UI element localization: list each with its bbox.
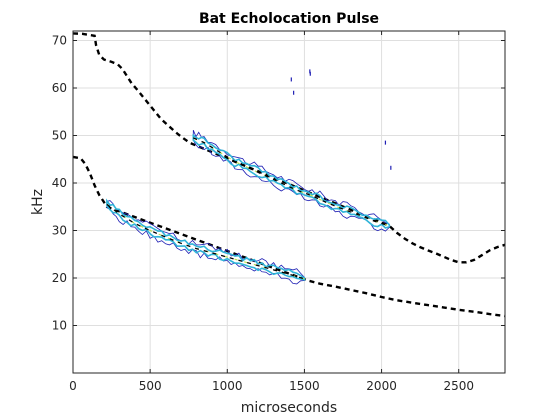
x-tick-label: 1500 (289, 379, 320, 393)
y-tick-label: 70 (52, 34, 67, 48)
y-tick-label: 10 (52, 319, 67, 333)
dashed-trace-fundamental (72, 155, 506, 318)
y-axis-label: kHz (30, 189, 46, 215)
x-axis-label: microseconds (241, 400, 337, 416)
series-upper-harmonic (72, 32, 506, 264)
axis-ticks: 0 500 1000 1500 2000 2500 10 20 30 40 50 60 70 (52, 31, 505, 393)
x-tick-label: 0 (69, 379, 77, 393)
dashed-trace-upper-harmonic (72, 32, 506, 264)
ridge-dashes-fundamental (106, 203, 305, 280)
chart-title: Bat Echolocation Pulse (199, 11, 379, 27)
contour-core-upper-harmonic (193, 137, 390, 227)
x-tick-label: 1000 (212, 379, 243, 393)
y-tick-label: 50 (52, 129, 67, 143)
plot-area (73, 31, 505, 373)
contour-inner-fundamental (106, 198, 306, 281)
y-tick-label: 30 (52, 224, 67, 238)
x-tick-label: 2500 (443, 379, 474, 393)
contour-inner-upper-harmonic (192, 133, 391, 229)
y-tick-label: 20 (52, 271, 67, 285)
series-fundamental (72, 155, 506, 318)
y-tick-label: 60 (52, 81, 67, 95)
y-tick-label: 40 (52, 176, 67, 190)
x-tick-label: 500 (139, 379, 162, 393)
x-tick-label: 2000 (366, 379, 397, 393)
data-marks (72, 32, 506, 318)
plot-frame (72, 30, 506, 374)
